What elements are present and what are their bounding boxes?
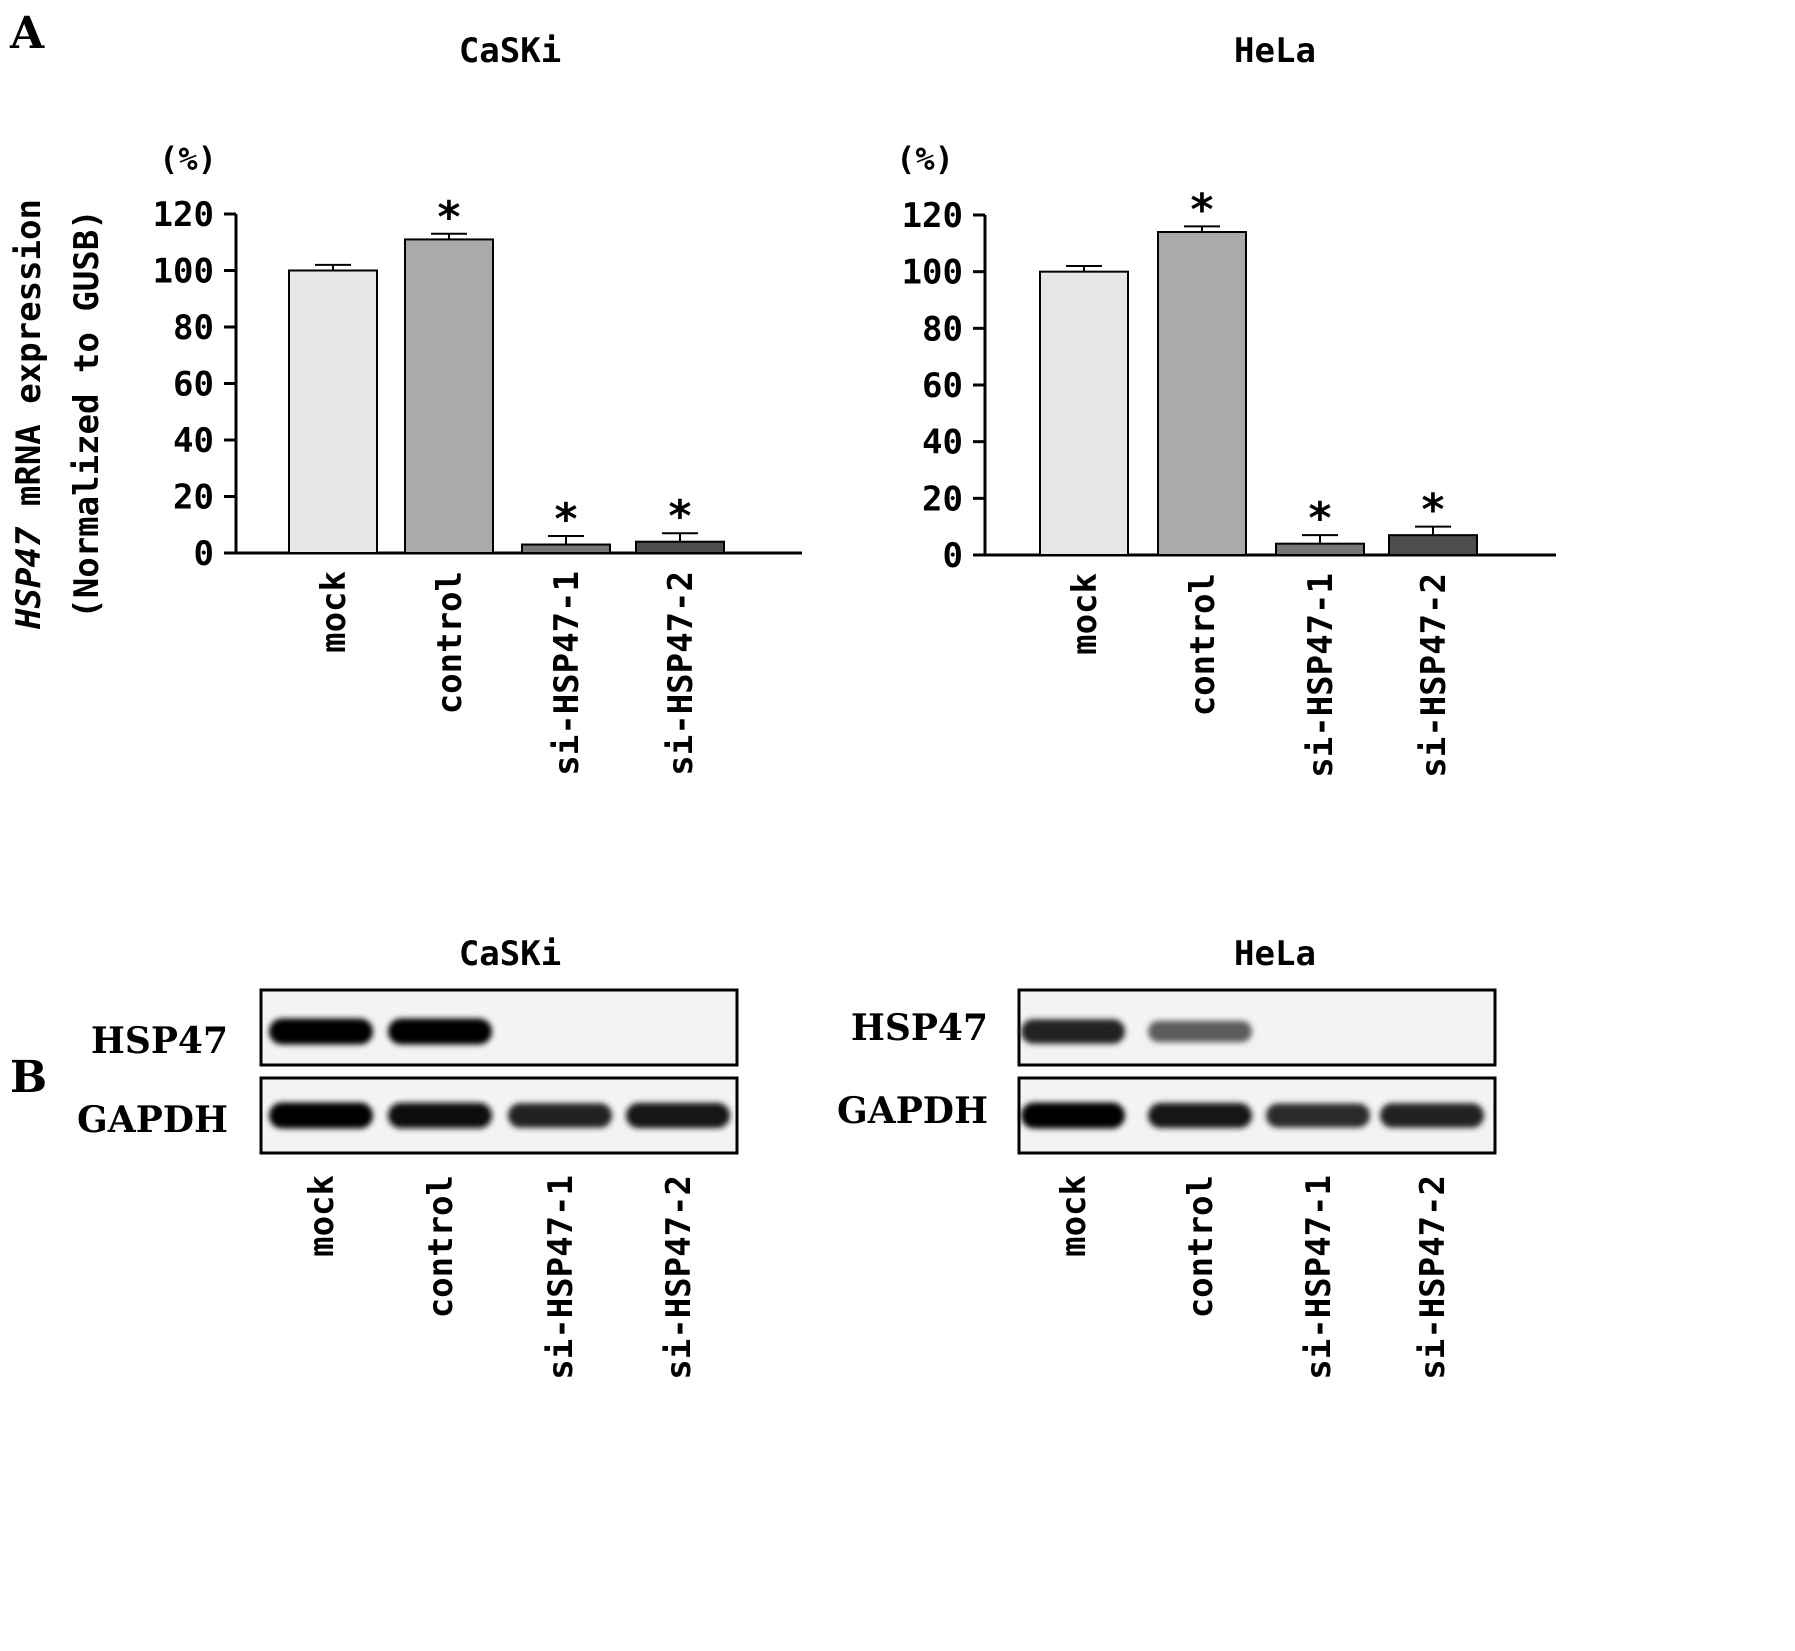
significance-marker: * — [436, 192, 463, 243]
y-tick-label: 60 — [922, 366, 963, 406]
blot-lane-label: mock — [1054, 1175, 1094, 1257]
bar-control — [404, 238, 494, 555]
bar-si-HSP47-1 — [521, 543, 611, 555]
x-tick-label: mock — [314, 571, 354, 653]
y-tick-label: 40 — [173, 421, 214, 461]
y-axis-title-line1: HSP47 mRNA expression — [9, 199, 49, 630]
chart-title: CaSKi — [459, 31, 561, 71]
blot-title: CaSKi — [459, 934, 561, 974]
blot-band — [508, 1103, 612, 1128]
x-tick-label: si-HSP47-1 — [1301, 573, 1341, 778]
chart-caski: CaSKi (%) 0 20 40 60 80 100 120 mock * control * si-H… — [153, 31, 802, 776]
y-tick-label: 100 — [902, 253, 963, 293]
y-tick-label: 20 — [173, 478, 214, 518]
blot-band — [1021, 1102, 1125, 1129]
blot-row-label: GAPDH — [77, 1099, 228, 1141]
x-tick-label: si-HSP47-2 — [661, 571, 701, 776]
blot-lane-label: si-HSP47-1 — [541, 1175, 581, 1380]
bar-si-HSP47-2 — [635, 540, 725, 555]
y-tick-label: 80 — [922, 309, 963, 349]
bar-mock — [288, 269, 378, 554]
y-tick-label: 0 — [194, 534, 214, 574]
y-axis-title-gene: HSP47 — [9, 526, 49, 630]
x-tick-label: control — [1183, 573, 1223, 716]
y-tick-label: 100 — [153, 252, 214, 292]
blot-lane-label: si-HSP47-2 — [659, 1175, 699, 1380]
blot-band — [388, 1018, 492, 1045]
y-tick-label: 60 — [173, 365, 214, 405]
bar-si-HSP47-1 — [1275, 542, 1365, 557]
significance-marker: * — [1307, 493, 1334, 544]
blot-lane-label: si-HSP47-1 — [1299, 1175, 1339, 1380]
chart-title: HeLa — [1234, 31, 1316, 71]
y-axis-title-rest: mRNA expression — [9, 199, 49, 527]
significance-marker: * — [667, 491, 694, 542]
y-tick-label: 0 — [943, 536, 963, 576]
blot-lane-label: control — [1181, 1175, 1221, 1318]
blot-band — [626, 1102, 730, 1129]
significance-marker: * — [1189, 184, 1216, 235]
blot-band — [1266, 1103, 1370, 1128]
blot-band — [1148, 1103, 1252, 1128]
bar-mock — [1039, 270, 1129, 556]
blot-band — [269, 1018, 373, 1045]
x-tick-label: mock — [1065, 573, 1105, 655]
blot-row-label: GAPDH — [837, 1090, 988, 1132]
blot-caski: CaSKi HSP47 GAPDH mock control si-HSP47-1 si-H… — [77, 934, 739, 1380]
y-axis-title-line2: (Normalized to GUSB) — [67, 209, 107, 618]
blot-band — [1148, 1020, 1252, 1043]
panel-label-a: A — [9, 8, 45, 59]
blot-band — [388, 1102, 492, 1129]
blot-lane-label: control — [421, 1175, 461, 1318]
blot-lane-label: si-HSP47-2 — [1413, 1175, 1453, 1380]
x-tick-label: control — [430, 571, 470, 714]
y-tick-label: 80 — [173, 308, 214, 348]
blot-band — [1380, 1103, 1484, 1128]
blot-lane-label: mock — [302, 1175, 342, 1257]
blot-band — [269, 1102, 373, 1129]
blot-row-label: HSP47 — [851, 1007, 988, 1049]
blot-band — [1021, 1019, 1125, 1044]
blot-hela: HeLa HSP47 GAPDH mock control si-HSP47-1 si-HS… — [837, 934, 1497, 1380]
bar-control — [1157, 231, 1247, 556]
y-axis-unit: (%) — [896, 140, 954, 178]
panel-label-b: B — [10, 1052, 47, 1103]
y-axis-unit: (%) — [159, 140, 217, 178]
y-tick-label: 40 — [922, 423, 963, 463]
y-tick-label: 20 — [922, 479, 963, 519]
bar-si-HSP47-2 — [1388, 534, 1478, 557]
x-tick-label: si-HSP47-1 — [547, 571, 587, 776]
significance-marker: * — [553, 494, 580, 545]
y-tick-label: 120 — [153, 195, 214, 235]
x-tick-label: si-HSP47-2 — [1414, 573, 1454, 778]
blot-row-label: HSP47 — [91, 1020, 228, 1062]
y-tick-label: 120 — [902, 196, 963, 236]
blot-title: HeLa — [1234, 934, 1316, 974]
chart-hela: HeLa (%) 0 20 40 60 80 100 120 mock * control * si-HS… — [896, 31, 1556, 778]
significance-marker: * — [1420, 485, 1447, 536]
